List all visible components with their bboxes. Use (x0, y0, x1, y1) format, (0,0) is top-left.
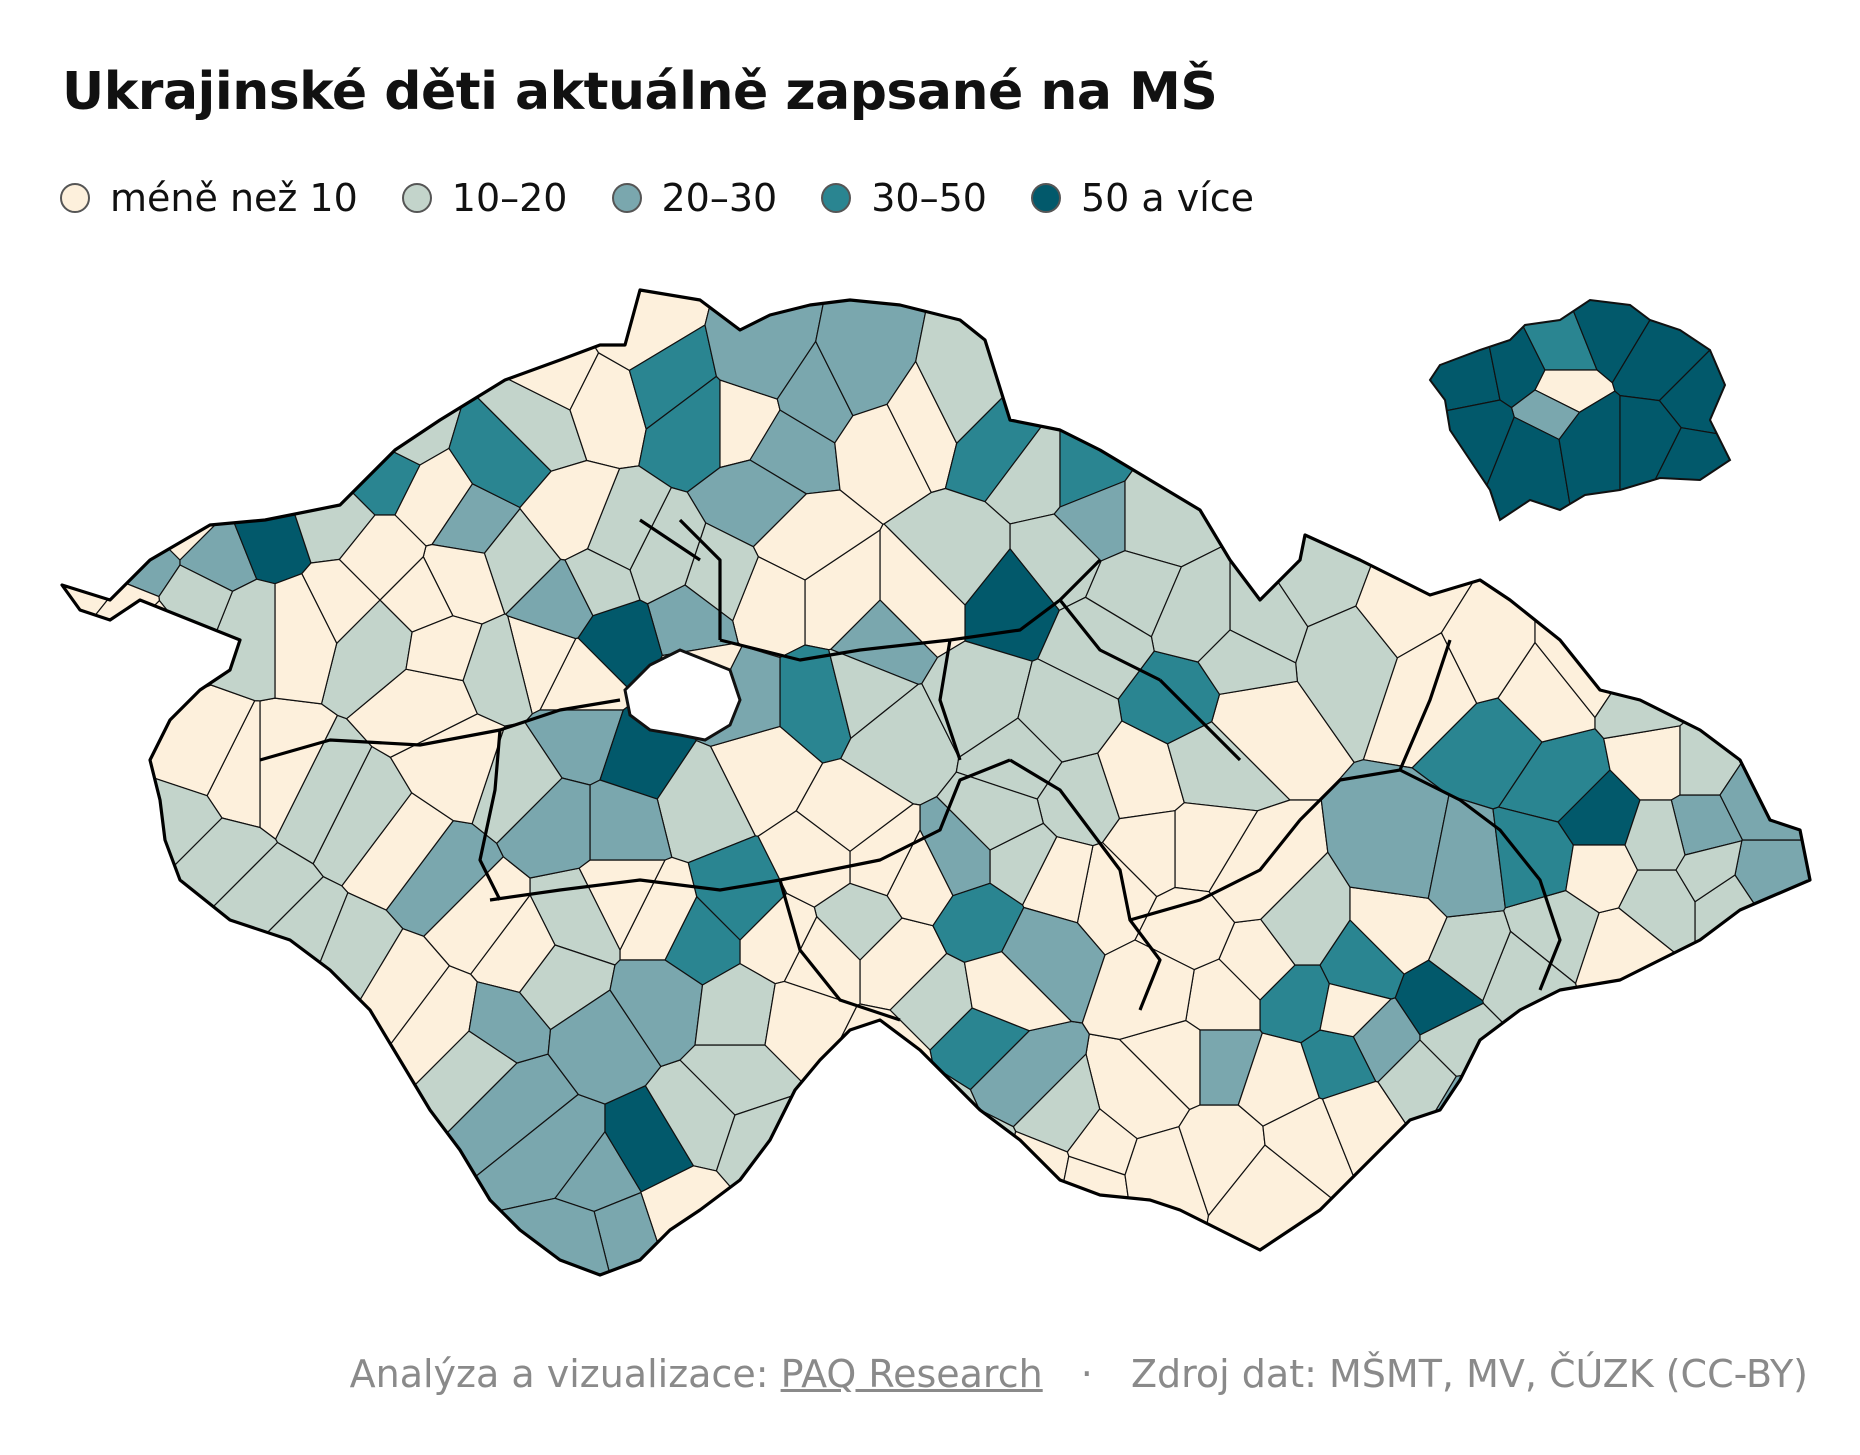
legend-swatch (1030, 183, 1061, 213)
district (915, 290, 1123, 444)
legend-item-20-30: 20–30 (611, 176, 778, 220)
legend-swatch (60, 183, 90, 213)
district (564, 548, 641, 617)
czech-choropleth-map (60, 288, 1812, 1277)
footer-prefix: Analýza a vizualizace: (349, 1352, 769, 1396)
legend-item-lt10: méně než 10 (60, 176, 358, 220)
region-border-lines (259, 518, 1562, 1022)
district (1675, 840, 1743, 903)
district (845, 1065, 980, 1260)
legend-label: 50 a více (1080, 176, 1255, 220)
district (62, 419, 181, 598)
district (986, 1130, 1070, 1275)
footer-credit: Analýza a vizualizace: PAQ Research · Zd… (350, 1352, 1808, 1396)
district (1017, 658, 1123, 763)
footer-separator: · (1080, 1352, 1093, 1396)
district (159, 290, 342, 516)
district (1124, 290, 1338, 568)
district (1241, 290, 1487, 628)
legend-label: méně než 10 (110, 176, 358, 220)
district (1679, 600, 1810, 796)
paq-research-link[interactable]: PAQ Research (780, 1352, 1043, 1396)
district (1574, 907, 1810, 1243)
district (936, 771, 1044, 851)
district (1059, 290, 1284, 508)
district (62, 876, 349, 1275)
district (883, 487, 1011, 606)
district (1237, 1032, 1320, 1127)
district (757, 810, 851, 908)
district (1081, 939, 1195, 1040)
district (1197, 629, 1298, 695)
district (1134, 886, 1236, 971)
legend-swatch (821, 183, 852, 213)
district (62, 817, 279, 1081)
district (1319, 983, 1392, 1038)
district (181, 928, 450, 1275)
district (251, 290, 468, 466)
legend-swatch (401, 183, 432, 213)
district (855, 1109, 1017, 1275)
district (496, 777, 591, 879)
legend-swatch (611, 183, 642, 213)
footer-source: Zdroj dat: MŠMT, MV, ČÚZK (CC-BY) (1130, 1352, 1808, 1396)
district (1416, 1074, 1619, 1275)
district (1719, 629, 1810, 841)
legend-label: 10–20 (451, 176, 568, 220)
district (1467, 1035, 1810, 1275)
legend-item-50plus: 50 a více (1030, 176, 1255, 220)
district (1734, 839, 1810, 1019)
district (194, 892, 404, 1275)
praha-district (1430, 300, 1501, 417)
district (62, 841, 324, 1161)
district (62, 458, 123, 685)
praha-inset-districts (1430, 300, 1730, 520)
district (62, 290, 236, 561)
country-outline (60, 288, 1812, 1277)
district (259, 1197, 617, 1275)
legend: méně než 10 10–20 20–30 30–50 50 a více (60, 176, 1298, 220)
praha-blank (623, 648, 742, 742)
chart-title: Ukrajinské děti aktuálně zapsané na MŠ (62, 62, 1218, 122)
legend-label: 30–50 (871, 176, 987, 220)
district (198, 965, 478, 1275)
district (963, 951, 1072, 1032)
praha-inset-outline (1428, 298, 1732, 522)
district (338, 514, 427, 601)
district (1199, 1029, 1263, 1106)
district (1694, 874, 1810, 1256)
legend-item-10-20: 10–20 (401, 176, 568, 220)
legend-label: 20–30 (661, 176, 778, 220)
district (715, 1089, 861, 1275)
legend-item-30-50: 30–50 (821, 176, 987, 220)
